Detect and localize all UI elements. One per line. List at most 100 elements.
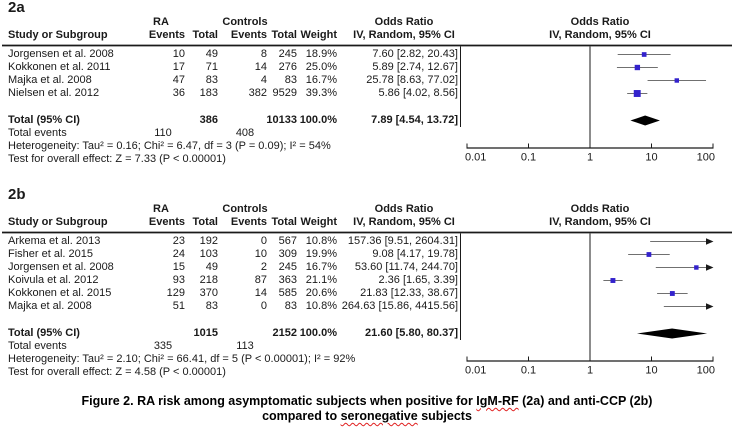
- study-column-header: Study or Subgroup: [8, 216, 108, 228]
- ra-events: 24: [172, 248, 185, 260]
- heterogeneity-text: Heterogeneity: Tau² = 0.16; Chi² = 6.47,…: [8, 140, 331, 152]
- controls-total: 83: [284, 74, 297, 86]
- or-ci-text: 264.63 [15.86, 4415.56]: [341, 300, 458, 312]
- caption-text: subjects: [417, 409, 472, 423]
- total-weight: 100.0%: [299, 114, 337, 126]
- group-header-ra: RA: [153, 16, 169, 28]
- ra-events-header: Events: [148, 29, 185, 41]
- controls-events: 0: [260, 300, 267, 312]
- or-ci-text: 25.78 [8.63, 77.02]: [366, 74, 458, 86]
- total-events-controls: 113: [236, 340, 254, 352]
- total-events-controls: 408: [235, 127, 255, 139]
- misspelled-word: seronegative: [340, 409, 418, 423]
- overall-effect-row: Test for overall effect: Z = 7.33 (P < 0…: [0, 153, 734, 166]
- weight: 25.0%: [305, 61, 337, 73]
- controls-events: 10: [254, 248, 267, 260]
- controls-events: 8: [260, 48, 267, 60]
- caption-text: (2a) and anti-CCP (2b): [518, 394, 653, 408]
- weight: 39.3%: [305, 87, 337, 99]
- or-ci-text: 2.36 [1.65, 3.39]: [378, 274, 458, 286]
- controls-events: 87: [254, 274, 267, 286]
- study-name: Kokkonen et al. 2015: [8, 287, 112, 299]
- controls-total: 567: [278, 235, 297, 247]
- total-weight: 100.0%: [299, 327, 337, 339]
- ra-events: 51: [172, 300, 185, 312]
- controls-total: 585: [278, 287, 297, 299]
- controls-total: 83: [284, 300, 297, 312]
- ra-total-header: Total: [192, 29, 218, 41]
- study-name: Jorgensen et al. 2008: [8, 261, 114, 273]
- ra-events: 10: [172, 48, 185, 60]
- total-events-label: Total events: [8, 127, 67, 139]
- overall-effect-text: Test for overall effect: Z = 7.33 (P < 0…: [8, 153, 226, 165]
- study-row: Kokkonen et al. 2011 17 71 14 276 25.0% 5.89 […: [0, 61, 734, 74]
- weight-header: Weight: [300, 29, 337, 41]
- odds-ratio-header-plot: Odds Ratio: [570, 16, 630, 28]
- group-header-controls: Controls: [222, 16, 268, 28]
- controls-events: 2: [260, 261, 267, 273]
- study-name: Arkema et al. 2013: [8, 235, 101, 247]
- study-name: Kokkonen et al. 2011: [8, 61, 111, 73]
- or-ci-text: 7.60 [2.82, 20.43]: [372, 48, 458, 60]
- heterogeneity-row: Heterogeneity: Tau² = 0.16; Chi² = 6.47,…: [0, 140, 734, 153]
- ra-events: 23: [172, 235, 185, 247]
- or-ci-text: 21.83 [12.33, 38.67]: [360, 287, 458, 299]
- total-row: Total (95% CI) 1015 2152 100.0% 21.60 [5…: [0, 327, 734, 340]
- or-ci-text: 9.08 [4.17, 19.78]: [372, 248, 458, 260]
- method-header-table: IV, Random, 95% CI: [353, 216, 455, 228]
- total-row: Total (95% CI) 386 10133 100.0% 7.89 [4.…: [0, 114, 734, 127]
- study-row: Jorgensen et al. 2008 15 49 2 245 16.7% 53.60 …: [0, 261, 734, 274]
- or-ci-text: 157.36 [9.51, 2604.31]: [347, 235, 458, 247]
- or-ci-text: 5.89 [2.74, 12.67]: [372, 61, 458, 73]
- controls-events: 382: [248, 87, 267, 99]
- study-name: Jorgensen et al. 2008: [8, 48, 114, 60]
- total-label: Total (95% CI): [8, 327, 80, 339]
- odds-ratio-header-table: Odds Ratio: [374, 203, 434, 215]
- total-events-ra: 335: [153, 340, 173, 352]
- total-events-label: Total events: [8, 340, 67, 352]
- ra-total: 370: [199, 287, 218, 299]
- controls-total: 309: [278, 248, 297, 260]
- odds-ratio-header-table: Odds Ratio: [374, 16, 434, 28]
- total-or-ci: 7.89 [4.54, 13.72]: [371, 114, 458, 126]
- study-name: Koivula et al. 2012: [8, 274, 99, 286]
- ra-total: 71: [205, 61, 218, 73]
- controls-events: 14: [254, 61, 267, 73]
- ra-total: 83: [205, 300, 218, 312]
- study-row: Fisher et al. 2015 24 103 10 309 19.9% 9.08 [4…: [0, 248, 734, 261]
- figure-caption: Figure 2. RA risk among asymptomatic sub…: [0, 394, 734, 424]
- weight: 19.9%: [305, 248, 337, 260]
- weight: 16.7%: [305, 74, 337, 86]
- caption-line: Figure 2. RA risk among asymptomatic sub…: [0, 394, 734, 409]
- odds-ratio-header-plot: Odds Ratio: [570, 203, 630, 215]
- total-events-ra: 110: [154, 127, 172, 139]
- ra-total-header: Total: [192, 216, 218, 228]
- overall-effect-row: Test for overall effect: Z = 4.58 (P < 0…: [0, 366, 734, 379]
- heterogeneity-text: Heterogeneity: Tau² = 2.10; Chi² = 66.41…: [8, 353, 356, 365]
- weight: 10.8%: [305, 235, 337, 247]
- controls-events-header: Events: [230, 216, 267, 228]
- ra-events: 129: [166, 287, 185, 299]
- ra-events: 15: [172, 261, 185, 273]
- controls-total-header: Total: [271, 216, 297, 228]
- study-name: Fisher et al. 2015: [8, 248, 93, 260]
- ra-events: 93: [172, 274, 185, 286]
- study-row: Jorgensen et al. 2008 10 49 8 245 18.9% 7.60 […: [0, 48, 734, 61]
- ra-total: 83: [205, 74, 218, 86]
- study-row: Majka et al. 2008 51 83 0 83 10.8% 264.63 [15.…: [0, 300, 734, 313]
- ra-events: 17: [172, 61, 185, 73]
- method-header-table: IV, Random, 95% CI: [353, 29, 455, 41]
- ra-total: 103: [199, 248, 218, 260]
- ra-total: 183: [199, 87, 218, 99]
- ra-total: 49: [205, 261, 218, 273]
- panel-label-2b: 2b: [8, 186, 26, 203]
- weight: 21.1%: [305, 274, 337, 286]
- study-row: Koivula et al. 2012 93 218 87 363 21.1% 2.36 […: [0, 274, 734, 287]
- caption-text: Figure 2. RA risk among asymptomatic sub…: [81, 394, 477, 408]
- weight: 18.9%: [305, 48, 337, 60]
- heterogeneity-row: Heterogeneity: Tau² = 2.10; Chi² = 66.41…: [0, 353, 734, 366]
- ra-total: 218: [199, 274, 218, 286]
- ra-total: 49: [205, 48, 218, 60]
- ra-events: 47: [172, 74, 185, 86]
- method-header-plot: IV, Random, 95% CI: [549, 216, 651, 228]
